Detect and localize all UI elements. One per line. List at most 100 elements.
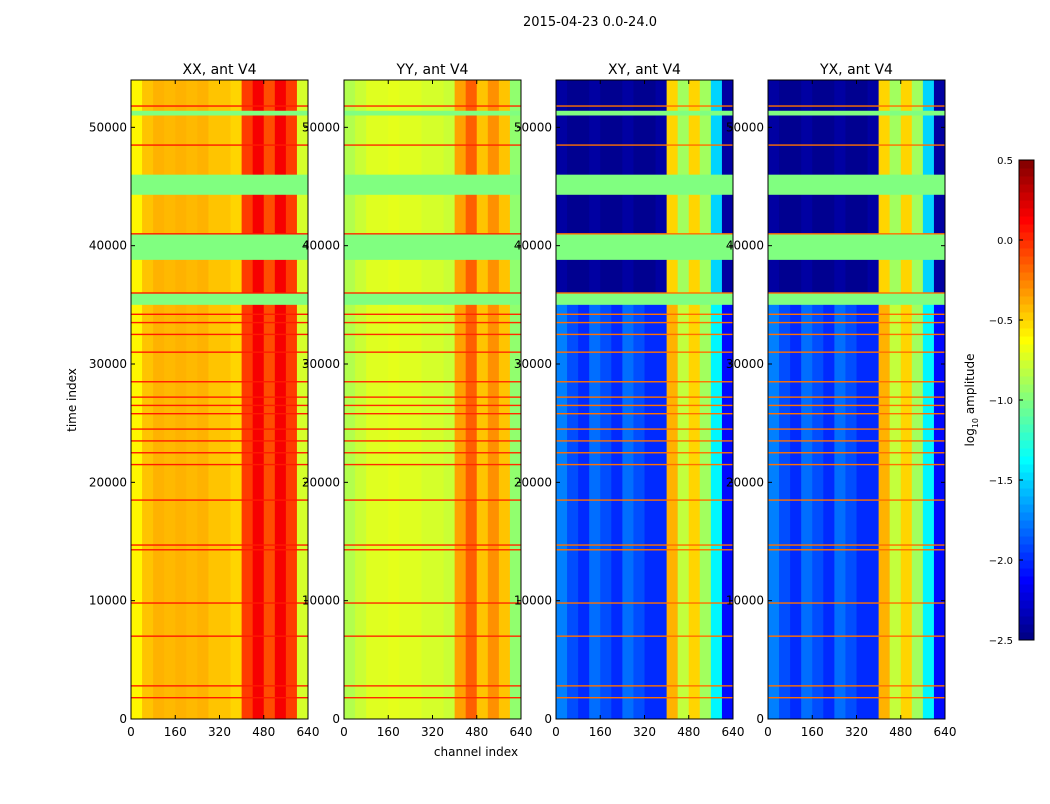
rfi-line	[344, 144, 521, 146]
rfi-line	[131, 321, 308, 324]
colorbar-segment	[1019, 264, 1034, 273]
rfi-line	[131, 292, 308, 294]
colorbar-label-log: log	[963, 428, 977, 446]
panel-0: XX, ant V4	[130, 62, 309, 720]
rfi-line	[344, 396, 521, 398]
colorbar-segment	[1019, 416, 1034, 425]
flagged-band	[344, 233, 521, 260]
rfi-line	[556, 685, 733, 687]
colorbar-segment	[1019, 168, 1034, 177]
colorbar-segment	[1019, 560, 1034, 569]
rfi-line	[131, 685, 308, 687]
rfi-line	[131, 463, 308, 466]
heatmap-cell	[922, 80, 935, 719]
colorbar-segment	[1019, 504, 1034, 513]
heatmap-cell	[911, 80, 924, 719]
rfi-line	[131, 697, 308, 699]
heatmap-panels: XX, ant V4 YY, ant V4 XY, ant V4 YX, ant V4	[130, 62, 946, 720]
colorbar-segment	[1019, 576, 1034, 585]
y-tick-label: 30000	[514, 357, 552, 371]
y-tick-label: 30000	[302, 357, 340, 371]
y-tick-label: 0	[119, 712, 127, 726]
rfi-line	[768, 544, 945, 546]
panel-1: YY, ant V4	[343, 62, 522, 720]
flagged-band	[131, 174, 308, 195]
heatmap-cell	[366, 80, 378, 719]
flagged-band	[344, 174, 521, 195]
rfi-line	[768, 351, 945, 353]
x-tick-label: 320	[208, 725, 231, 739]
heatmap-cell	[867, 80, 880, 719]
rfi-line	[131, 499, 308, 501]
rfi-line	[556, 321, 733, 324]
rfi-line	[344, 321, 521, 324]
colorbar-tick-label: 0.5	[997, 156, 1013, 167]
heatmap-cell	[699, 80, 712, 719]
rfi-line	[131, 144, 308, 146]
rfi-line	[344, 381, 521, 383]
colorbar-segment	[1019, 480, 1034, 489]
flagged-band	[556, 174, 733, 195]
colorbar-segment	[1019, 376, 1034, 385]
colorbar-segment	[1019, 520, 1034, 529]
heatmap-cell	[622, 80, 634, 719]
heatmap-cell	[556, 80, 568, 719]
colorbar-label-sub: 10	[971, 418, 980, 428]
y-axis-label: time index	[65, 368, 79, 432]
rfi-line	[556, 549, 733, 551]
colorbar-segment	[1019, 496, 1034, 505]
colorbar-segment	[1019, 336, 1034, 345]
heatmap-cell	[567, 80, 579, 719]
y-tick-label: 20000	[302, 475, 340, 489]
rfi-line	[556, 602, 733, 604]
y-tick-label: 20000	[514, 475, 552, 489]
panel-title: YX, ant V4	[819, 62, 893, 78]
heatmap-cell	[611, 80, 623, 719]
flagged-band	[768, 110, 945, 116]
rfi-line	[131, 452, 308, 454]
y-tick-label: 20000	[89, 475, 127, 489]
rfi-line	[556, 313, 733, 315]
colorbar-segment	[1019, 584, 1034, 593]
colorbar-segment	[1019, 216, 1034, 225]
colorbar-tick-label: −1.0	[989, 396, 1013, 407]
y-tick-label: 20000	[726, 475, 764, 489]
colorbar-tick-label: 0.0	[997, 236, 1013, 247]
rfi-line	[768, 697, 945, 699]
rfi-line	[131, 105, 308, 107]
colorbar-segment	[1019, 392, 1034, 401]
heatmap-cell	[578, 80, 590, 719]
x-tick-label: 320	[845, 725, 868, 739]
heatmap-cell	[131, 80, 143, 719]
tick-labels: 0 160 320 480 640 0 10000 20000 30000 40000 50000 0…	[89, 120, 957, 739]
x-tick-label: 320	[421, 725, 444, 739]
rfi-line	[556, 351, 733, 353]
rfi-line	[768, 635, 945, 637]
flagged-band	[344, 293, 521, 305]
rfi-line	[768, 292, 945, 294]
x-tick-label: 160	[164, 725, 187, 739]
y-tick-label: 10000	[514, 594, 552, 608]
heatmap-cell	[790, 80, 802, 719]
colorbar-segment	[1019, 240, 1034, 249]
y-tick-label: 10000	[726, 594, 764, 608]
y-tick-label: 50000	[514, 120, 552, 134]
flagged-band	[768, 233, 945, 260]
heatmap-cell	[476, 80, 489, 719]
heatmap-cell	[197, 80, 209, 719]
rfi-line	[131, 440, 308, 442]
y-tick-label: 0	[332, 712, 340, 726]
heatmap-cell	[432, 80, 445, 719]
x-tick-label: 640	[722, 725, 745, 739]
rfi-line	[768, 144, 945, 146]
colorbar-segment	[1019, 632, 1034, 641]
colorbar-tick-label: −2.0	[989, 556, 1013, 567]
x-tick-label: 640	[510, 725, 533, 739]
flagged-band	[768, 293, 945, 305]
heatmap-cell	[344, 80, 356, 719]
panel-3: YX, ant V4	[767, 62, 946, 720]
rfi-line	[556, 440, 733, 442]
heatmap-cell	[677, 80, 690, 719]
colorbar-segment	[1019, 344, 1034, 353]
